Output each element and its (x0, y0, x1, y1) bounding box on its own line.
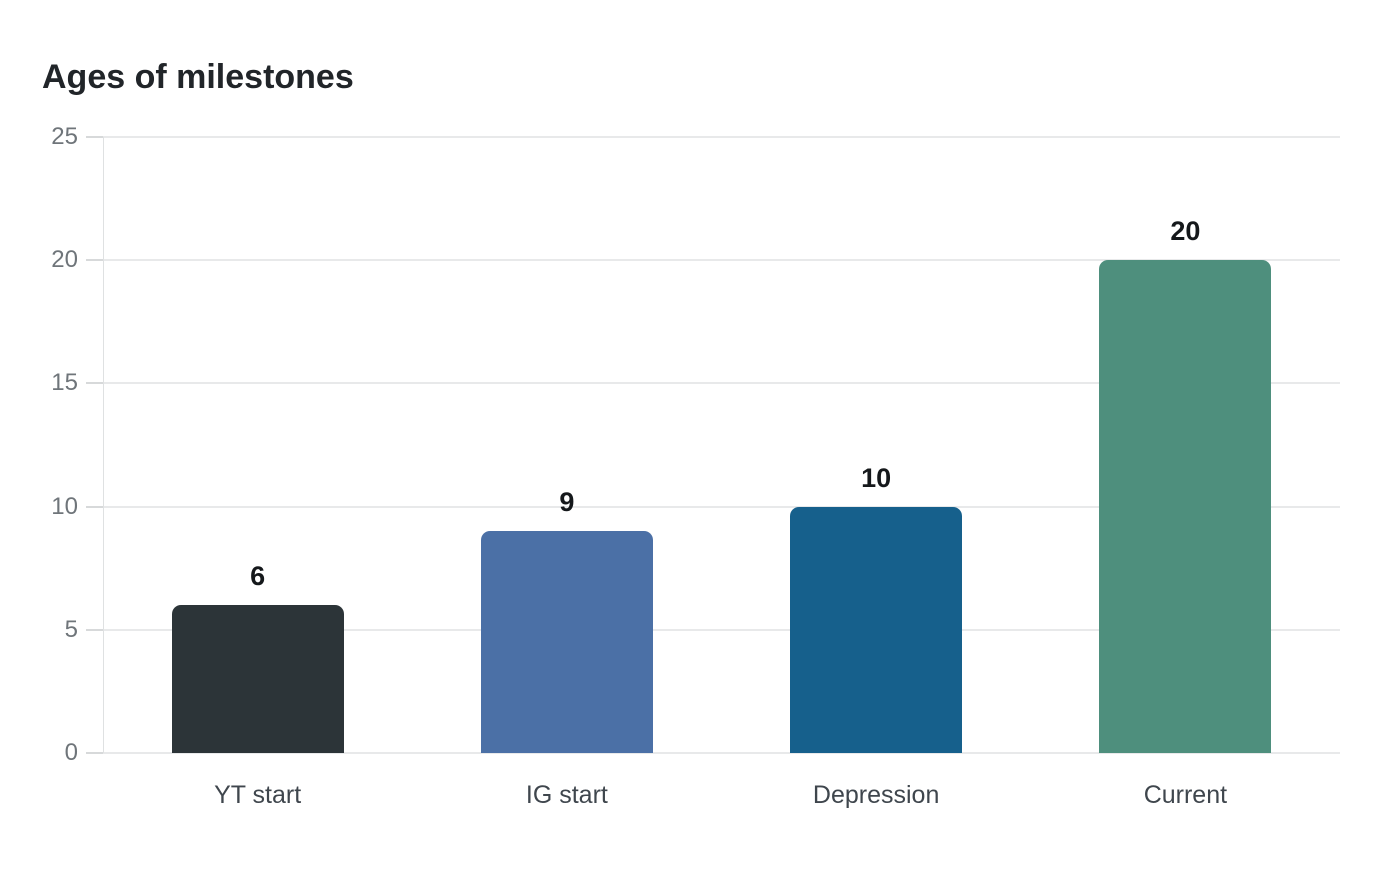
y-axis-line (103, 137, 104, 753)
x-category-label: Current (1143, 781, 1228, 809)
bar (171, 605, 344, 753)
gridline (103, 259, 1340, 262)
bar-value-label: 6 (250, 561, 266, 592)
y-tick-mark (86, 628, 103, 631)
gridline (103, 505, 1340, 508)
gridline (103, 136, 1340, 138)
chart-title: Ages of milestones (42, 58, 354, 96)
bar-value-label: 10 (861, 462, 892, 493)
bar-value-label: 20 (1170, 216, 1201, 247)
y-tick-mark (86, 505, 103, 508)
y-tick-label: 5 (64, 615, 78, 643)
y-tick-mark (86, 259, 103, 262)
y-tick-mark (86, 382, 103, 385)
gridline (103, 382, 1340, 385)
x-category-label: YT start (214, 781, 302, 809)
bar (790, 506, 963, 753)
bar (480, 531, 653, 753)
y-tick-label: 20 (51, 246, 78, 274)
bar (1099, 260, 1272, 753)
gridline (103, 628, 1340, 631)
y-tick-label: 25 (51, 123, 78, 150)
bar-value-label: 9 (559, 487, 575, 518)
y-tick-label: 15 (51, 369, 78, 397)
y-tick-mark (86, 136, 103, 138)
x-category-label: IG start (525, 781, 608, 809)
gridline (103, 752, 1340, 754)
y-tick-mark (86, 752, 103, 754)
y-tick-label: 0 (64, 739, 78, 766)
x-category-label: Depression (812, 781, 940, 809)
y-tick-label: 10 (51, 492, 78, 520)
